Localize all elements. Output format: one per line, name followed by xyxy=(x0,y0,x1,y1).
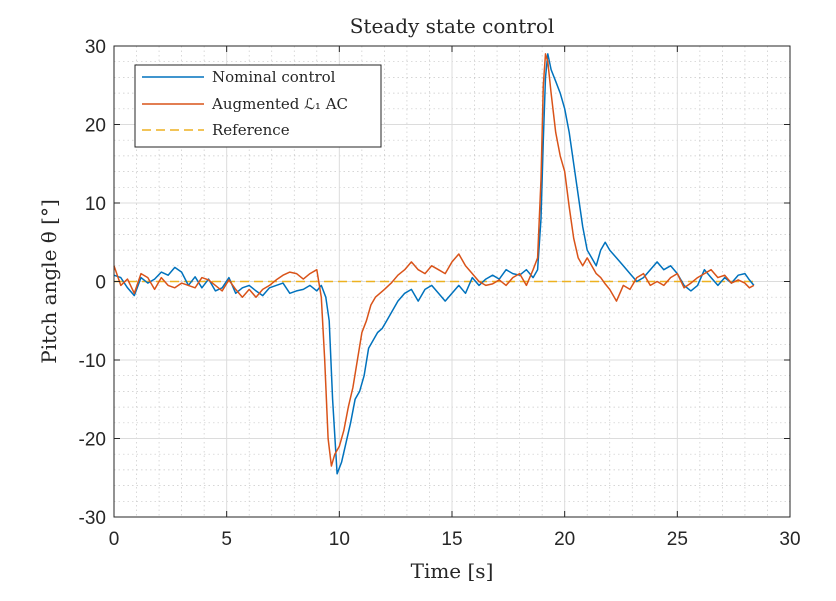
x-tick-label: 15 xyxy=(441,529,462,550)
ticks xyxy=(113,45,791,518)
y-tick-label: -10 xyxy=(79,351,106,372)
y-tick-label: 20 xyxy=(85,116,106,137)
y-axis-label: Pitch angle θ [°] xyxy=(37,199,61,364)
y-tick-label: -20 xyxy=(79,430,106,451)
y-tick-label: -30 xyxy=(79,508,106,529)
x-tick-label: 30 xyxy=(779,529,800,550)
legend-box xyxy=(134,64,382,148)
y-tick-label: 10 xyxy=(85,194,106,215)
x-tick-label: 20 xyxy=(554,529,575,550)
legend: Nominal control Augmented ℒ₁ AC Referenc… xyxy=(134,64,382,148)
tick-labels: 0 5 10 15 20 25 30 -30 -20 -10 0 10 20 30 xyxy=(79,37,801,550)
legend-entry-nominal: Nominal control xyxy=(212,68,336,86)
legend-entry-augmented: Augmented ℒ₁ AC xyxy=(211,95,348,113)
x-tick-label: 0 xyxy=(109,529,120,550)
chart-title: Steady state control xyxy=(350,14,555,38)
series-line-1 xyxy=(113,53,755,467)
series-layer xyxy=(113,53,755,475)
x-tick-label: 10 xyxy=(329,529,350,550)
x-tick-label: 5 xyxy=(221,529,232,550)
x-axis-label: Time [s] xyxy=(411,559,494,583)
x-tick-label: 25 xyxy=(667,529,688,550)
y-tick-label: 30 xyxy=(85,37,106,58)
legend-entry-reference: Reference xyxy=(212,121,290,139)
y-tick-label: 0 xyxy=(95,273,106,294)
